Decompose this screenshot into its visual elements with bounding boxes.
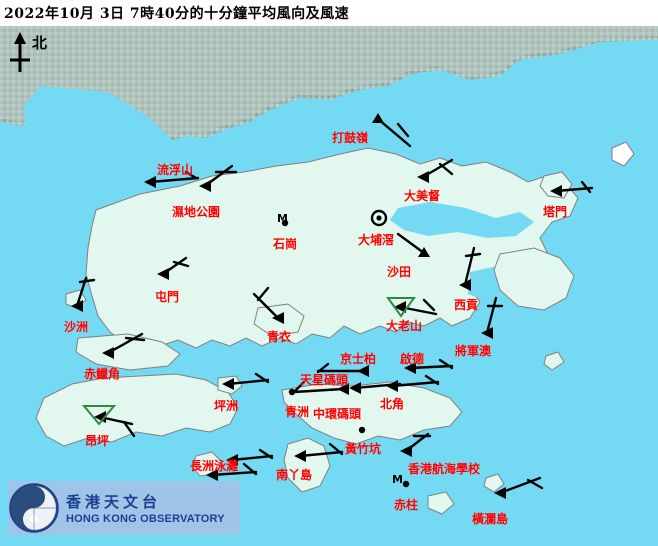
new-territories (85, 147, 579, 349)
station-label-lamma-island[interactable]: 南丫島 (276, 468, 313, 482)
station-label-peng-chau[interactable]: 坪洲 (214, 399, 239, 413)
tolo-harbour (390, 202, 534, 238)
map-geography (0, 26, 658, 515)
station-triangle-ngong-ping (81, 405, 117, 426)
station-label-tates-cairn[interactable]: 大老山 (386, 319, 423, 333)
station-label-sha-tin[interactable]: 沙田 (387, 265, 412, 279)
station-label-lau-fau-shan[interactable]: 流浮山 (157, 163, 194, 177)
station-label-sai-kung[interactable]: 西貢 (454, 298, 479, 312)
station-label-tsing-yi[interactable]: 青衣 (267, 330, 292, 344)
station-label-star-ferry[interactable]: 天星碼頭 (300, 373, 349, 387)
station-dot-wong-chuk-hang (358, 426, 366, 434)
hko-name-chinese: 香港天文台 (66, 493, 162, 511)
station-label-ngong-ping[interactable]: 昂坪 (85, 434, 110, 448)
hong-kong-island (281, 381, 463, 445)
title-bar: 2022年10月 3日 7時40分的十分鐘平均風向及風速 (0, 0, 658, 26)
station-label-green-island[interactable]: 青洲 (285, 405, 310, 419)
station-label-tuen-mun[interactable]: 屯門 (155, 290, 180, 304)
station-label-kai-tak[interactable]: 啟德 (400, 352, 425, 366)
waglan-islet (483, 473, 505, 493)
lantau-island (35, 373, 239, 447)
hko-logo-text: 香港天文台 HONG KONG OBSERVATORY (66, 491, 225, 525)
station-label-stanley[interactable]: 赤柱 (394, 498, 419, 512)
map-canvas[interactable]: 北 打鼓嶺 流浮山 濕地公園 大美督 塔門 石崗 大埔滘 沙田 屯門 西貢 沙洲… (0, 26, 658, 546)
islet-ninepin (543, 351, 565, 371)
station-label-tai-po-kau[interactable]: 大埔滘 (358, 233, 395, 247)
station-label-waglan-island[interactable]: 橫瀾島 (472, 512, 509, 526)
station-markers (81, 209, 416, 488)
islet-cluster-east (611, 141, 635, 167)
station-label-shek-kong[interactable]: 石崗 (273, 237, 298, 251)
station-type-marker-stanley: M (392, 473, 403, 486)
hko-name-english: HONG KONG OBSERVATORY (66, 513, 225, 525)
station-label-hk-sea-school[interactable]: 香港航海學校 (408, 462, 481, 476)
station-type-marker-shek-kong: M (277, 212, 288, 225)
po-toi-islands (427, 491, 455, 515)
station-label-central-pier[interactable]: 中環碼頭 (313, 407, 362, 421)
hko-swirl-logo-icon (8, 482, 60, 534)
station-label-kings-park[interactable]: 京士柏 (340, 352, 377, 366)
sai-kung-peninsula (493, 247, 575, 311)
station-label-tseung-kwan-o[interactable]: 將軍澳 (455, 344, 492, 358)
station-dot-tai-po-kau-outer (370, 209, 388, 227)
station-triangle-tates-cairn (386, 297, 416, 318)
station-label-wong-chuk-hang[interactable]: 黃竹坑 (345, 442, 382, 456)
station-label-north-point[interactable]: 北角 (380, 397, 405, 411)
page-title: 2022年10月 3日 7時40分的十分鐘平均風向及風速 (4, 6, 350, 22)
station-label-cheung-chau-beach[interactable]: 長洲泳灘 (190, 459, 239, 473)
station-dot-shek-kong (281, 219, 289, 227)
wind-barb-arrowheads (71, 113, 562, 499)
deep-bay (24, 86, 176, 176)
station-label-wetland-park[interactable]: 濕地公園 (172, 205, 221, 219)
station-dot-green-island (288, 388, 296, 396)
station-label-tap-mun[interactable]: 塔門 (543, 205, 568, 219)
station-label-sha-chau[interactable]: 沙洲 (64, 320, 89, 334)
station-label-chek-lap-kok[interactable]: 赤鱲角 (84, 367, 121, 381)
station-label-tai-mei-tuk[interactable]: 大美督 (404, 189, 441, 203)
north-arrow: 北 (6, 30, 66, 76)
station-dot-stanley (402, 480, 410, 488)
north-label: 北 (32, 34, 48, 52)
hko-logo: 香港天文台 HONG KONG OBSERVATORY (8, 481, 240, 535)
lamma-island (283, 437, 331, 493)
station-label-ta-kwu-ling[interactable]: 打鼓嶺 (332, 131, 369, 145)
station-dot-tai-po-kau-inner (376, 215, 382, 221)
